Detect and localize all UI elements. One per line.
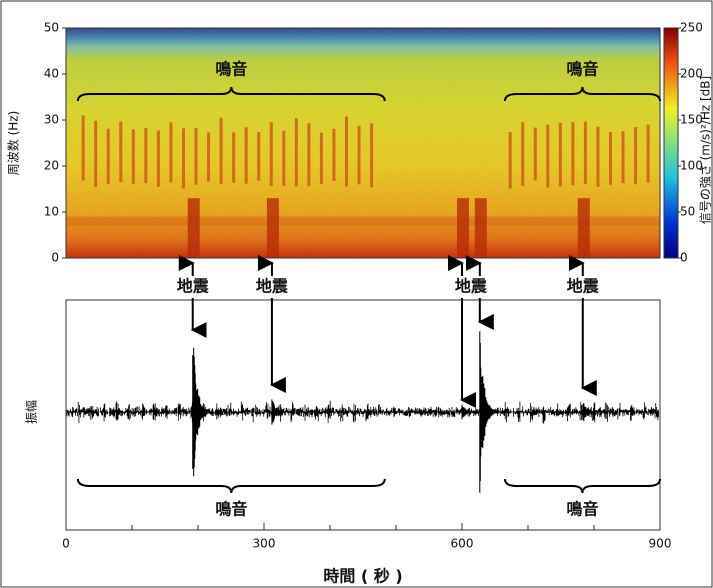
y-tick-label: 0 [51,251,59,265]
colorbar-tick-label: 200 [680,67,703,81]
x-tick-label: 0 [62,537,70,551]
plot-frame [65,27,661,259]
colorbar [663,27,679,259]
colorbar-tick-label: 150 [680,113,703,127]
y-tick-label: 30 [44,113,59,127]
event-label: 地震 [567,277,600,296]
y-axis-label: 周波数 (Hz) [6,111,21,176]
noise [66,28,660,258]
x-tick-label: 900 [649,537,672,551]
y-tick-label: 10 [44,205,59,219]
song-label: 鳴音 [566,60,598,79]
event-label: 地震 [455,277,488,296]
event-spike [271,399,292,425]
colorbar-tick-label: 250 [680,21,703,35]
event-spike [192,347,213,477]
colorbar-tick-label: 100 [680,159,703,173]
song-label: 鳴音 [566,500,598,519]
event-spike [461,404,482,420]
song-brace [503,478,661,494]
colorbar-label: 信号の強さ (m/s)²/Hz [dB] [699,76,713,224]
colorbar-tick-label: 0 [680,251,688,265]
song-brace [503,86,661,102]
song-label: 鳴音 [215,60,247,79]
plot-frame [65,299,661,531]
song-brace [76,86,386,102]
y-axis-label: 振幅 [24,400,39,424]
song-brace [76,478,386,494]
song-label: 鳴音 [215,500,247,519]
x-axis-label: 時間 ( 秒 ) [323,567,402,586]
y-tick-label: 50 [44,21,59,35]
event-label: 地震 [177,277,210,296]
x-tick-label: 300 [253,537,276,551]
colorbar-tick-label: 50 [680,205,695,219]
y-tick-label: 20 [44,159,59,173]
event-spike [582,402,603,422]
event-spike [479,331,500,493]
y-tick-label: 40 [44,67,59,81]
waveform-noise [66,400,659,424]
x-tick-label: 600 [451,537,474,551]
event-label: 地震 [256,277,289,296]
